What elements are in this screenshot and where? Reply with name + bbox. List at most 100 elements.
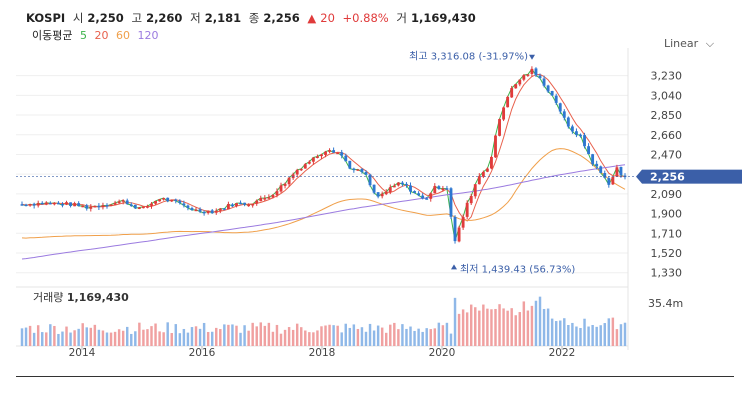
low-annotation-label: 최저 1,439.43 (56.73%)	[460, 263, 575, 275]
candle-body	[542, 78, 546, 86]
candle-body	[182, 203, 186, 206]
time-tick-label: 2016	[189, 347, 216, 359]
volume-bar	[587, 326, 590, 346]
candle-body	[502, 107, 506, 120]
candle-body	[413, 191, 416, 193]
volume-bar	[198, 328, 202, 346]
candle-body	[279, 185, 283, 192]
ma-120[interactable]: 120	[137, 29, 159, 42]
open-label: 시	[72, 11, 84, 25]
volume-panel-value: 1,169,430	[66, 291, 129, 304]
price-tick-label: 1,710	[651, 227, 683, 240]
volume-panel-label: 거래량 1,169,430	[33, 289, 129, 305]
candle-body	[570, 126, 574, 132]
candle-body	[433, 186, 437, 194]
candle-body	[77, 203, 81, 207]
candle-body	[607, 178, 611, 185]
volume-bar	[619, 324, 623, 346]
candle-body	[263, 198, 267, 200]
candle-body	[32, 203, 36, 206]
volume-bar	[453, 297, 457, 346]
volume-bar	[559, 320, 562, 346]
candle-body	[283, 183, 287, 186]
volume-bar	[461, 309, 465, 346]
candle-body	[376, 192, 380, 197]
volume-bar	[24, 327, 28, 346]
volume-bar	[534, 300, 538, 346]
ma-5-line	[21, 68, 626, 242]
high-marker-icon	[529, 54, 535, 60]
candle-body	[48, 202, 52, 205]
volume-bar	[433, 328, 437, 346]
candle-body	[198, 209, 202, 212]
volume-bar	[267, 322, 271, 346]
candle-body	[384, 192, 388, 195]
candle-body	[575, 131, 578, 135]
candle-body	[259, 198, 263, 202]
volume-bar	[554, 321, 558, 346]
volume-bar	[162, 332, 165, 346]
candle-body	[340, 152, 344, 156]
volume-bar	[372, 330, 376, 346]
volume-bar	[312, 332, 315, 346]
candle-body	[295, 169, 299, 175]
volume-bar	[510, 308, 513, 346]
candle-body	[166, 197, 170, 202]
scale-selector[interactable]: Linear ⌵	[664, 37, 714, 51]
candle-body	[457, 227, 461, 242]
volume-bar	[429, 329, 432, 346]
candle-body	[336, 152, 340, 155]
volume-bar	[97, 329, 101, 346]
ma-60[interactable]: 60	[115, 29, 130, 42]
candle-body	[56, 202, 60, 205]
volume-bar	[344, 323, 347, 346]
candle-body	[364, 171, 368, 175]
candle-body	[550, 91, 554, 96]
volume-bar	[142, 329, 145, 346]
candle-body	[518, 79, 522, 85]
volume-bar	[89, 327, 93, 346]
candle-body	[392, 185, 396, 188]
volume-bar	[591, 324, 594, 346]
candle-body	[615, 167, 619, 177]
candle-body	[368, 174, 372, 186]
candle-body	[239, 202, 242, 205]
volume-bar	[32, 332, 36, 346]
volume-bar	[57, 333, 60, 346]
volume-bar	[308, 332, 311, 346]
volume-value: 1,169,430	[410, 11, 476, 25]
volume-bar	[219, 329, 222, 346]
candle-body	[623, 175, 627, 178]
volume-bar	[45, 332, 48, 346]
price-tick-label: 2,470	[651, 148, 683, 161]
candle-body	[421, 195, 425, 199]
price-tick-label: 3,040	[651, 89, 683, 102]
volume-bar	[170, 333, 173, 346]
candle-body	[526, 74, 530, 76]
volume-bar	[575, 326, 578, 346]
high-label: 고	[131, 11, 143, 25]
volume-bar	[465, 312, 469, 346]
ma-20[interactable]: 20	[94, 29, 109, 42]
volume-bar	[542, 308, 546, 346]
candle-body	[465, 202, 469, 217]
volume-bar	[437, 322, 441, 346]
volume-bar	[154, 323, 157, 346]
candle-body	[113, 202, 117, 205]
candle-body	[611, 176, 615, 185]
ma-5[interactable]: 5	[79, 29, 87, 42]
volume-bar	[287, 327, 291, 346]
candle-body	[28, 204, 32, 206]
volume-bar	[150, 326, 153, 346]
scale-label: Linear	[664, 37, 699, 50]
volume-bar	[174, 324, 178, 346]
candle-body	[562, 111, 566, 118]
volume-bar	[482, 304, 485, 346]
volume-bar	[113, 331, 117, 346]
volume-bar	[490, 309, 493, 346]
candle-body	[579, 134, 582, 137]
candle-body	[210, 210, 214, 214]
candle-body	[235, 203, 238, 206]
volume-bar	[65, 326, 68, 346]
